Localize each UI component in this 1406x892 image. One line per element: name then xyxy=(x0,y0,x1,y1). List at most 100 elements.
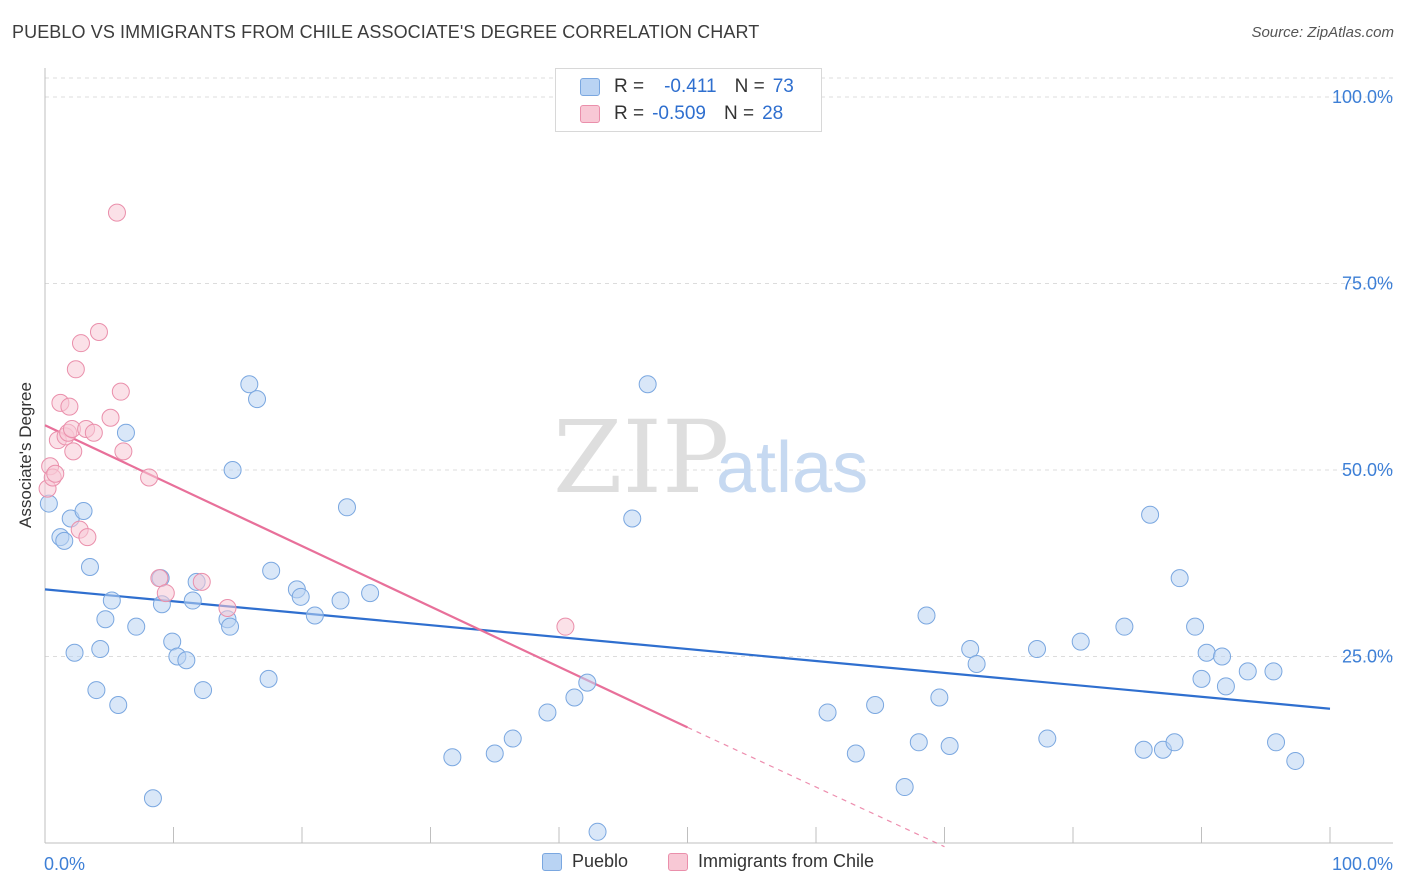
pueblo-trend-line xyxy=(44,588,1331,710)
legend-chile-label: Immigrants from Chile xyxy=(698,851,875,871)
pueblo-point xyxy=(96,610,115,629)
chile-point xyxy=(556,617,575,636)
watermark-atlas: atlas xyxy=(716,428,868,508)
watermark-zip: ZIP xyxy=(553,399,729,516)
pueblo-point xyxy=(1028,640,1047,659)
y-axis-label: Associate's Degree xyxy=(16,382,35,528)
chile-point xyxy=(84,423,103,442)
chile-point xyxy=(89,322,108,341)
legend: Pueblo Immigrants from Chile xyxy=(0,851,1406,877)
pueblo-point xyxy=(1134,740,1153,759)
y-tick-label: 75.0% xyxy=(1342,274,1393,294)
pueblo-point xyxy=(259,669,278,688)
chart-title: PUEBLO VS IMMIGRANTS FROM CHILE ASSOCIAT… xyxy=(12,22,760,42)
pueblo-n-label: N = xyxy=(734,76,765,97)
pueblo-point xyxy=(74,502,93,521)
pueblo-point xyxy=(623,509,642,528)
pueblo-point xyxy=(183,591,202,610)
legend-item-pueblo[interactable]: Pueblo xyxy=(542,851,628,872)
pueblo-point xyxy=(221,617,240,636)
pueblo-point xyxy=(262,561,281,580)
chile-point xyxy=(46,464,65,483)
pueblo-point xyxy=(503,729,522,748)
pueblo-point xyxy=(1216,677,1235,696)
pueblo-point xyxy=(91,640,110,659)
pueblo-r-value: -0.411 xyxy=(664,76,717,97)
pueblo-n-value: 73 xyxy=(772,76,794,97)
stats-row-chile: R = -0.509 N = 28 xyxy=(580,101,783,127)
stats-box: R = -0.411 N = 73 R = -0.509 N = 28 xyxy=(555,68,822,132)
points-layer xyxy=(38,203,1305,841)
pueblo-point xyxy=(940,737,959,756)
x-tick-label: 100.0% xyxy=(1332,854,1393,874)
pueblo-point xyxy=(127,617,146,636)
pueblo-point xyxy=(55,531,74,550)
chile-point xyxy=(150,569,169,588)
pueblo-point xyxy=(1213,647,1232,666)
pueblo-point xyxy=(1170,569,1189,588)
pueblo-point xyxy=(240,375,259,394)
pueblo-point xyxy=(895,778,914,797)
chile-r-label: R = xyxy=(614,103,645,124)
pueblo-point xyxy=(485,744,504,763)
pueblo-point xyxy=(1115,617,1134,636)
chile-point xyxy=(111,382,130,401)
y-tick-label: 50.0% xyxy=(1342,460,1393,480)
pueblo-point xyxy=(1141,505,1160,524)
pueblo-point xyxy=(565,688,584,707)
pueblo-point xyxy=(909,733,928,752)
legend-pueblo-label: Pueblo xyxy=(572,851,629,871)
chile-point xyxy=(64,442,83,461)
pueblo-point xyxy=(361,584,380,603)
y-tick-label: 25.0% xyxy=(1342,647,1393,667)
legend-item-chile[interactable]: Immigrants from Chile xyxy=(668,851,874,872)
chile-point xyxy=(71,334,90,353)
pueblo-point xyxy=(109,695,128,714)
grid-layer xyxy=(45,77,1393,657)
pueblo-point xyxy=(578,673,597,692)
pueblo-point xyxy=(1286,751,1305,770)
legend-pueblo-swatch xyxy=(542,852,562,871)
pueblo-point xyxy=(443,748,462,767)
watermark: ZIP atlas xyxy=(553,399,868,516)
pueblo-point xyxy=(331,591,350,610)
pueblo-point xyxy=(80,557,99,576)
chile-point xyxy=(66,360,85,379)
pueblo-point xyxy=(846,744,865,763)
chile-n-label: N = xyxy=(723,103,755,124)
pueblo-point xyxy=(194,681,213,700)
pueblo-point xyxy=(1071,632,1090,651)
chile-point xyxy=(107,203,126,222)
pueblo-point xyxy=(818,703,837,722)
pueblo-point xyxy=(87,681,106,700)
chile-point xyxy=(114,442,133,461)
tick-label-layer: 25.0% 50.0% 75.0% 100.0% 0.0% 100.0% xyxy=(44,87,1393,874)
chile-point xyxy=(140,468,159,487)
axis-layer xyxy=(44,68,1393,844)
pueblo-point xyxy=(1197,643,1216,662)
pueblo-point xyxy=(866,695,885,714)
pueblo-point xyxy=(967,654,986,673)
chile-trend-extension xyxy=(687,726,945,848)
chile-point xyxy=(78,528,97,547)
pueblo-point xyxy=(1165,733,1184,752)
pueblo-point xyxy=(1264,662,1283,681)
stats-row-pueblo: R = -0.411 N = 73 xyxy=(580,74,794,100)
pueblo-point xyxy=(163,632,182,651)
pueblo-point xyxy=(337,498,356,517)
pueblo-point xyxy=(1192,669,1211,688)
pueblo-point xyxy=(248,390,267,409)
chile-swatch xyxy=(580,105,600,123)
y-tick-label: 100.0% xyxy=(1332,87,1393,107)
pueblo-point xyxy=(223,461,242,479)
pueblo-point xyxy=(65,643,84,662)
pueblo-r-label: R = xyxy=(614,76,645,97)
pueblo-point xyxy=(917,606,936,625)
pueblo-point xyxy=(1038,729,1057,748)
pueblo-swatch xyxy=(580,78,600,96)
legend-chile-swatch xyxy=(668,852,688,871)
pueblo-point xyxy=(588,822,607,841)
chile-point xyxy=(218,599,237,618)
chile-point xyxy=(60,397,79,416)
pueblo-point xyxy=(1267,733,1286,752)
